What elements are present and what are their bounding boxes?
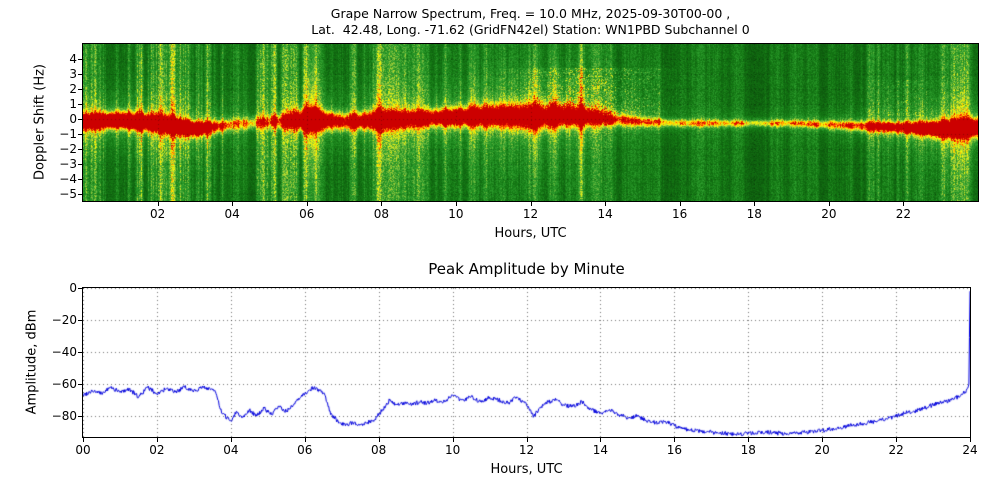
x-tick-label: 20 (821, 207, 837, 221)
tick-mark (78, 416, 82, 418)
x-tick-label: 14 (592, 443, 609, 457)
tick-mark (381, 202, 383, 206)
y-tick-label: 2 (69, 81, 77, 96)
x-tick-label: 20 (814, 443, 830, 457)
x-tick-label: 16 (672, 207, 688, 221)
tick-mark (452, 438, 454, 442)
x-tick-label: 04 (224, 207, 240, 221)
tick-mark (679, 202, 681, 206)
amplitude-x-axis-label: Hours, UTC (490, 462, 563, 477)
x-tick-label: 18 (746, 207, 762, 221)
tick-mark (455, 202, 457, 206)
y-tick-label: −60 (51, 377, 77, 392)
tick-mark (78, 288, 82, 289)
tick-mark (78, 148, 82, 150)
y-tick-label: −1 (59, 126, 77, 141)
y-tick-label: 3 (69, 66, 77, 81)
tick-mark (78, 178, 82, 180)
tick-mark (896, 438, 898, 442)
tick-mark (78, 118, 82, 120)
x-tick-label: 12 (518, 443, 535, 457)
tick-mark (78, 58, 82, 60)
spectrogram-title-line2: Lat. 42.48, Long. -71.62 (GridFN42el) St… (311, 22, 750, 37)
tick-mark (748, 438, 750, 442)
tick-mark (78, 73, 82, 75)
tick-mark (232, 202, 234, 206)
tick-mark (526, 438, 528, 442)
tick-mark (970, 438, 971, 442)
tick-mark (754, 202, 756, 206)
x-tick-label: 04 (223, 443, 239, 457)
spectrogram-x-axis-label: Hours, UTC (494, 226, 567, 241)
spectrogram-canvas (83, 44, 978, 201)
y-tick-label: 0 (69, 111, 77, 126)
amplitude-canvas (83, 288, 970, 437)
y-tick-label: 4 (69, 51, 77, 66)
x-tick-label: 06 (299, 207, 315, 221)
tick-mark (230, 438, 232, 442)
tick-mark (822, 438, 824, 442)
x-tick-label: 00 (75, 443, 91, 457)
tick-mark (78, 320, 82, 322)
tick-mark (600, 438, 602, 442)
tick-mark (78, 103, 82, 105)
y-tick-label: −5 (59, 186, 77, 201)
tick-mark (157, 202, 159, 206)
x-tick-label: 22 (895, 207, 912, 221)
x-tick-label: 08 (371, 443, 387, 457)
x-tick-label: 22 (888, 443, 904, 457)
tick-mark (530, 202, 532, 206)
tick-mark (78, 193, 82, 195)
x-tick-label: 14 (597, 207, 613, 221)
tick-mark (674, 438, 676, 442)
y-tick-label: −80 (51, 409, 77, 424)
tick-mark (306, 202, 308, 206)
x-tick-label: 24 (962, 443, 978, 457)
spectrogram-plot-area (82, 43, 979, 202)
y-tick-label: −2 (59, 141, 77, 156)
x-tick-label: 18 (740, 443, 756, 457)
tick-mark (605, 202, 607, 206)
tick-mark (83, 438, 84, 442)
tick-mark (156, 438, 158, 442)
x-tick-label: 02 (149, 207, 166, 221)
x-tick-label: 08 (373, 207, 389, 221)
x-tick-label: 16 (666, 443, 682, 457)
y-tick-label: −40 (51, 345, 77, 360)
tick-mark (378, 438, 380, 442)
x-tick-label: 02 (149, 443, 165, 457)
tick-mark (78, 384, 82, 386)
tick-mark (78, 352, 82, 354)
x-tick-label: 12 (522, 207, 539, 221)
tick-mark (304, 438, 306, 442)
y-tick-label: −4 (59, 171, 77, 186)
tick-mark (828, 202, 830, 206)
y-tick-label: 1 (69, 96, 77, 111)
x-tick-label: 10 (448, 207, 464, 221)
amplitude-chart-title: Peak Amplitude by Minute (428, 260, 625, 278)
y-tick-label: −3 (59, 156, 77, 171)
tick-mark (903, 202, 905, 206)
y-tick-label: 0 (69, 281, 77, 295)
tick-mark (78, 163, 82, 165)
x-tick-label: 06 (297, 443, 313, 457)
tick-mark (78, 88, 82, 90)
x-tick-label: 10 (444, 443, 461, 457)
tick-mark (78, 133, 82, 135)
y-tick-label: −20 (51, 313, 77, 328)
amplitude-plot-area (82, 287, 971, 438)
spectrogram-title-line1: Grape Narrow Spectrum, Freq. = 10.0 MHz,… (330, 6, 731, 21)
